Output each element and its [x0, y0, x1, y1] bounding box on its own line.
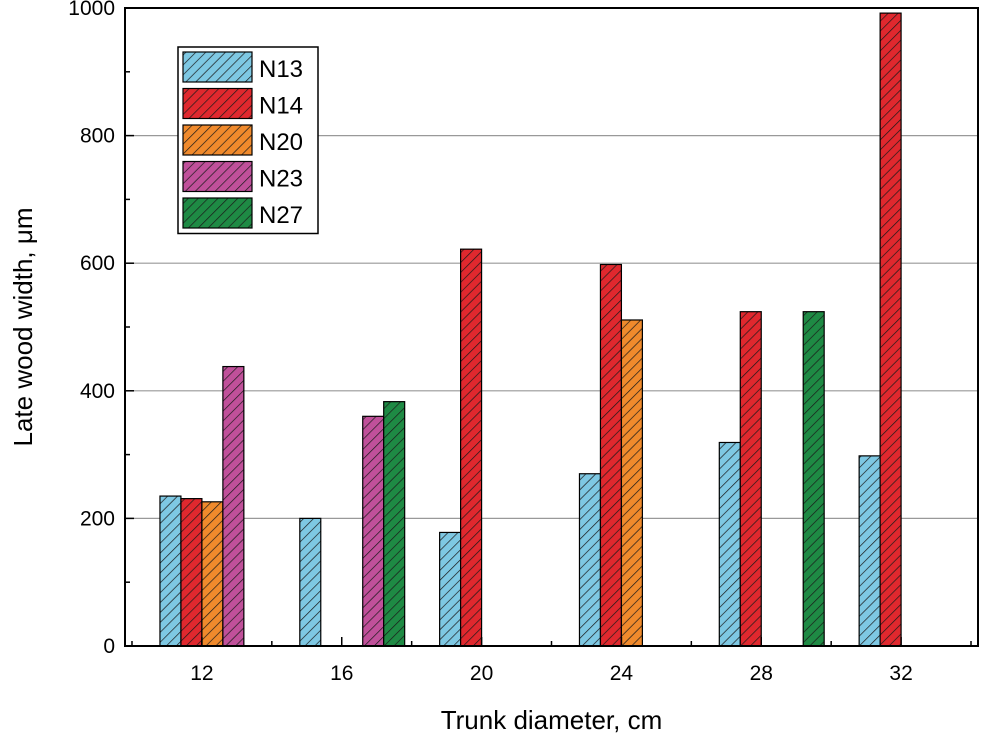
x-tick-label: 28: [750, 662, 773, 685]
x-tick-label: 12: [190, 662, 213, 685]
legend-swatch-n13: [182, 51, 253, 83]
y-tick-label: 400: [80, 380, 115, 403]
x-tick-label: 16: [330, 662, 353, 685]
legend-label-n27: N27: [259, 202, 303, 229]
bar-n27-16: [383, 401, 406, 647]
legend-label-n23: N23: [259, 166, 303, 193]
bar-n20-24: [620, 319, 643, 647]
y-tick-label: 200: [80, 507, 115, 530]
legend-label-n20: N20: [259, 129, 303, 156]
x-tick-label: 20: [470, 662, 493, 685]
bar-n13-12: [159, 495, 182, 647]
bar-n13-24: [578, 473, 602, 647]
bar-n27-28: [802, 311, 825, 647]
bar-n20-12: [201, 501, 224, 647]
legend-swatch-n20: [182, 124, 253, 156]
bar-n13-28: [718, 441, 741, 647]
bar-n14-32: [879, 12, 902, 647]
y-tick-label: 800: [80, 125, 115, 148]
legend: N13 N14 N20 N23 N27: [177, 46, 319, 235]
bar-n13-32: [858, 455, 881, 647]
y-tick-label: 1000: [68, 0, 115, 20]
bar-n14-24: [599, 263, 623, 647]
bar-n14-20: [460, 248, 483, 647]
x-tick-label: 24: [610, 662, 634, 685]
legend-label-n14: N14: [259, 93, 303, 120]
axis-ticks: 0 200 400 600 800 1000 12 16 20 24 28 32: [68, 0, 972, 685]
bar-n13-16: [299, 517, 322, 647]
legend-swatch-n14: [182, 87, 253, 120]
y-tick-label: 0: [103, 635, 115, 658]
bar-n13-20: [439, 531, 462, 647]
legend-swatch-n27: [182, 197, 253, 229]
bar-n14-28: [739, 311, 762, 647]
x-axis-title: Trunk diameter, cm: [441, 705, 663, 735]
bar-n23-12: [222, 365, 245, 647]
bar-n23-16: [362, 415, 385, 647]
bar-n14-12: [180, 498, 203, 647]
y-tick-label: 600: [80, 252, 115, 275]
y-axis-title: Late wood width, μm: [8, 208, 38, 447]
legend-swatch-n23: [182, 160, 253, 193]
x-tick-label: 32: [889, 662, 912, 685]
legend-label-n13: N13: [259, 56, 303, 83]
